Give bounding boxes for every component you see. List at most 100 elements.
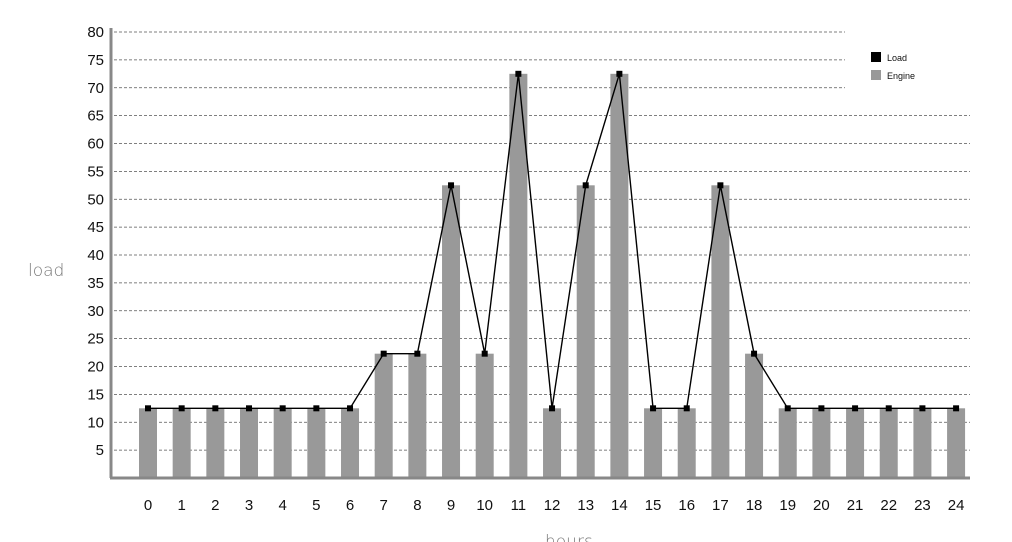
engine-bar (576, 185, 595, 478)
y-tick-label: 75 (87, 52, 104, 69)
legend: Load Engine (871, 52, 915, 81)
engine-bar (711, 185, 730, 478)
x-tick-label: 5 (312, 497, 320, 514)
x-tick-label: 12 (544, 497, 561, 514)
load-marker (178, 405, 185, 412)
y-tick-label: 80 (87, 24, 104, 41)
legend-swatch-load (871, 52, 881, 62)
engine-bar (475, 353, 494, 478)
x-tick-label: 3 (245, 497, 253, 514)
load-marker (751, 350, 758, 357)
engine-bar (745, 353, 764, 478)
y-axis-label: load (28, 261, 64, 281)
engine-bar (307, 408, 326, 478)
engine-bar (374, 353, 393, 478)
load-marker (313, 405, 320, 412)
load-marker (616, 70, 623, 77)
x-tick-label: 23 (914, 497, 931, 514)
load-marker (582, 182, 589, 189)
load-marker (279, 405, 286, 412)
x-tick-label: 14 (611, 497, 628, 514)
x-tick-label: 9 (447, 497, 455, 514)
x-tick-label: 7 (380, 497, 388, 514)
y-tick-label: 60 (87, 136, 104, 153)
engine-bar (677, 408, 696, 478)
x-tick-label: 13 (577, 497, 594, 514)
load-marker (650, 405, 657, 412)
engine-bar (139, 408, 157, 478)
engine-bar (947, 408, 966, 478)
axes (109, 28, 970, 480)
load-marker (784, 405, 791, 412)
legend-label-engine: Engine (887, 71, 915, 81)
load-marker (347, 405, 354, 412)
x-tick-label: 4 (279, 497, 287, 514)
load-marker (481, 350, 488, 357)
x-tick-label: 20 (813, 497, 830, 514)
y-tick-label: 40 (87, 247, 104, 264)
load-marker (380, 350, 387, 357)
load-marker (145, 405, 151, 412)
load-marker (549, 405, 556, 412)
y-tick-label: 65 (87, 108, 104, 125)
engine-bar (509, 73, 528, 478)
y-tick-label: 70 (87, 80, 104, 97)
engine-bar (913, 408, 932, 478)
y-tick-label: 20 (87, 359, 104, 376)
y-tick-label: 35 (87, 275, 104, 292)
engine-bar (778, 408, 797, 478)
x-tick-label: 2 (211, 497, 219, 514)
engine-bar (644, 408, 663, 478)
y-tick-label: 45 (87, 219, 104, 236)
load-marker (448, 182, 455, 189)
load-marker (212, 405, 219, 412)
x-tick-label: 10 (476, 497, 493, 514)
engine-bar (846, 408, 865, 478)
engine-bar (206, 408, 225, 478)
y-tick-labels: 5 10 15 20 25 30 35 40 45 50 55 60 65 70 75 80 (87, 24, 104, 459)
engine-bars (139, 73, 966, 478)
load-series (145, 70, 960, 412)
load-marker (852, 405, 859, 412)
load-marker (919, 405, 926, 412)
x-tick-label: 11 (511, 497, 527, 514)
x-tick-label: 21 (847, 497, 864, 514)
load-marker (717, 182, 724, 189)
engine-bar (408, 353, 427, 478)
engine-bar (341, 408, 360, 478)
engine-bar (240, 408, 259, 478)
load-marker (515, 70, 522, 77)
load-marker (683, 405, 690, 412)
legend-swatch-engine (871, 70, 881, 80)
x-tick-label: 16 (678, 497, 695, 514)
y-tick-label: 25 (87, 331, 104, 348)
engine-bar (812, 408, 831, 478)
y-tick-label: 10 (87, 414, 104, 431)
x-tick-label: 0 (144, 497, 152, 514)
engine-bar (273, 408, 292, 478)
engine-bar (543, 408, 562, 478)
x-tick-label: 6 (346, 497, 354, 514)
x-axis-label: hours (545, 532, 593, 542)
engine-bar (172, 408, 191, 478)
x-tick-label: 1 (177, 497, 185, 514)
engine-bar (610, 73, 629, 478)
load-marker (246, 405, 253, 412)
y-tick-label: 5 (96, 442, 104, 459)
grid-lines (114, 31, 970, 451)
load-marker (818, 405, 825, 412)
engine-bar (442, 185, 461, 478)
y-tick-label: 30 (87, 303, 104, 320)
load-marker (414, 350, 421, 357)
x-tick-label: 8 (413, 497, 421, 514)
load-marker (953, 405, 960, 412)
load-line (148, 73, 957, 410)
engine-bar (879, 408, 898, 478)
x-tick-label: 24 (948, 497, 965, 514)
x-tick-label: 15 (645, 497, 662, 514)
y-tick-label: 50 (87, 191, 104, 208)
x-tick-label: 22 (880, 497, 897, 514)
load-marker (885, 405, 892, 412)
x-tick-labels: 0 1 2 3 4 5 6 7 8 9 10 11 12 13 14 15 16 17 18 19 20 21 22 23 24 (144, 497, 965, 514)
